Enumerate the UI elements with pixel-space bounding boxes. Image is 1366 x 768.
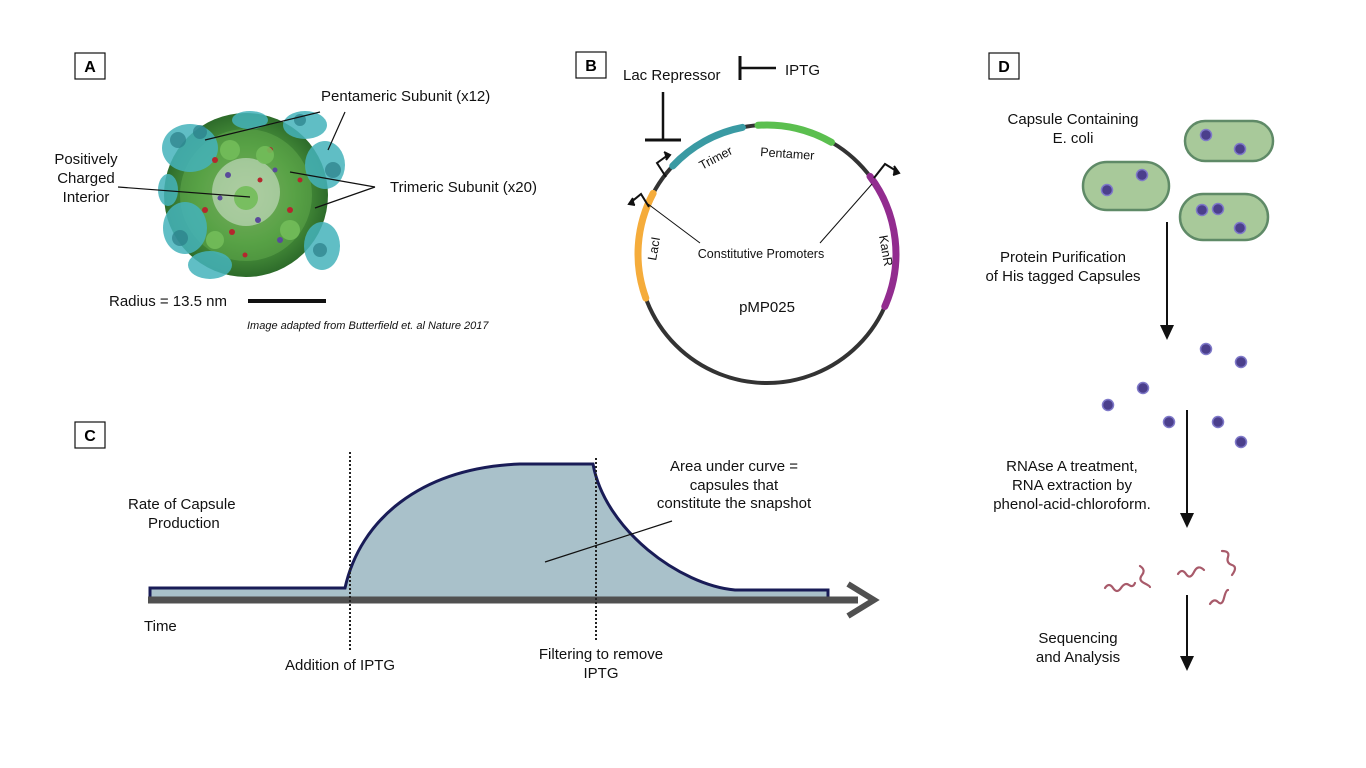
panel-a-label-box [74,52,106,80]
step1-line-1: Capsule Containing [1008,111,1139,128]
area-label-line-3: constitute the snapshot [657,495,812,512]
time-label: Time [144,618,177,635]
interior-label-line-1: Positively [54,151,118,168]
rate-curve-area [150,464,828,597]
step3-line-2: RNA extraction by [1012,477,1133,494]
promoter-arrow-laci [627,192,650,208]
step2-line-1: Protein Purification [1000,249,1126,266]
panel-c-letter: C [84,428,96,445]
plasmid-name: pMP025 [739,299,795,316]
rate-label-line-1: Rate of Capsule [128,496,236,513]
rna-fragments [1103,549,1237,606]
rate-curve-line [148,462,830,597]
step2-line-2: of His tagged Capsules [985,268,1140,285]
promoter-leader-left [647,203,701,244]
step1-line-2: E. coli [1053,130,1094,147]
pentamer-gene-label: Pentamer [760,145,815,163]
area-label-leader [544,520,673,563]
ecoli-cell [1178,192,1270,242]
panel-c: C Rate of Capsule Production Time Additi… [74,421,880,682]
kanr-gene-label: KanR [876,234,895,267]
capsule-structure-image [158,111,345,279]
step3-line-3: phenol-acid-chloroform. [993,496,1151,513]
panel-d-letter: D [998,59,1010,76]
pentameric-subunit-label: Pentameric Subunit (x12) [321,88,490,105]
laci-gene-label: LacI [645,236,663,262]
panel-d-label-box [988,52,1020,80]
promoter-leader-right [819,183,873,244]
iptg-label: IPTG [785,62,820,79]
pentamer-gene-arc [754,121,835,146]
purified-capsules [1101,342,1248,449]
ecoli-cell [1183,119,1275,163]
trimer-gene-arc [669,123,746,170]
time-axis-arrowhead [846,581,880,619]
step4-line-2: and Analysis [1036,649,1120,666]
step4-line-1: Sequencing [1038,630,1117,647]
rate-label-line-2: Production [148,515,220,532]
promoter-arrow-kanr [873,162,901,179]
panel-b: B Lac Repressor IPTG Trimer Pent [575,51,901,385]
ecoli-cells [1081,119,1275,242]
kanr-gene-arc [866,172,900,310]
step3-line-1: RNAse A treatment, [1006,458,1138,475]
arrow-2-head [1180,513,1194,528]
area-label-line-2: capsules that [690,477,779,494]
panel-b-letter: B [585,58,597,75]
filtering-label-line-2: IPTG [583,665,618,682]
iptg-addition-label: Addition of IPTG [285,657,395,674]
trimeric-subunit-label: Trimeric Subunit (x20) [390,179,537,196]
constitutive-promoters-label: Constitutive Promoters [698,247,824,261]
image-credit: Image adapted from Butterfield et. al Na… [247,320,489,332]
filtering-label-line-1: Filtering to remove [539,646,663,663]
interior-label-line-3: Interior [63,189,110,206]
interior-label-line-2: Charged [57,170,115,187]
trimer-gene-label: Trimer [697,144,735,173]
panel-b-label-box [575,51,607,79]
arrow-1-head [1160,325,1174,340]
area-label-line-1: Area under curve = [670,458,798,475]
promoter-arrow-trimer [655,151,672,178]
radius-label: Radius = 13.5 nm [109,293,227,310]
lac-repressor-label: Lac Repressor [623,67,721,84]
panel-a-letter: A [84,59,96,76]
arrow-3-head [1180,656,1194,671]
panel-d: D Capsule Containing E. coli Protein Pur… [985,52,1275,671]
ecoli-cell [1081,160,1171,212]
panel-c-label-box [74,421,106,449]
panel-a: A [54,52,537,332]
